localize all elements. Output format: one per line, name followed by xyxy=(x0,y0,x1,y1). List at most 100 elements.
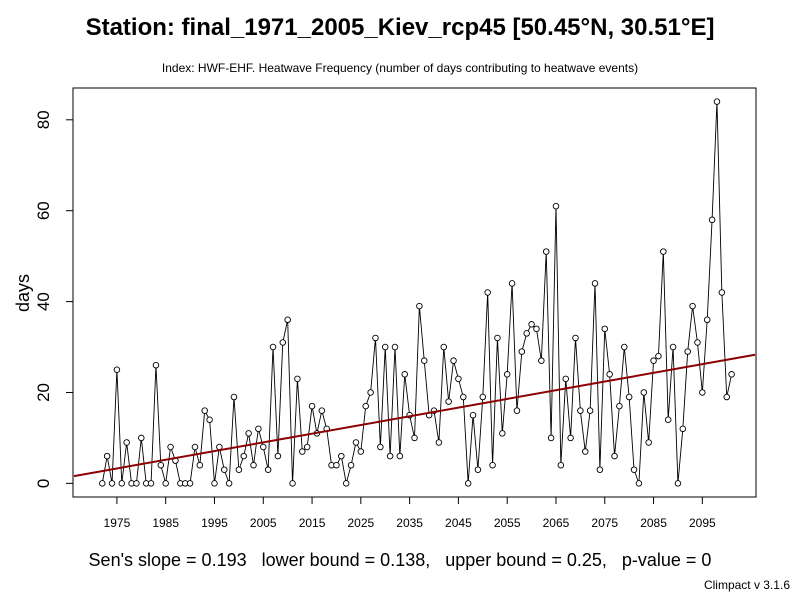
data-point xyxy=(284,316,291,324)
data-point xyxy=(113,366,121,374)
data-point xyxy=(411,434,418,442)
data-point xyxy=(401,371,408,378)
data-point xyxy=(586,407,594,414)
data-point xyxy=(650,357,657,364)
data-point xyxy=(474,466,482,473)
data-point xyxy=(274,452,282,460)
data-point xyxy=(230,393,238,401)
data-point xyxy=(396,452,404,460)
x-tick-label: 2035 xyxy=(396,516,423,530)
data-point xyxy=(572,334,579,342)
data-point xyxy=(728,371,735,378)
data-point xyxy=(606,371,613,378)
data-point xyxy=(479,393,487,401)
data-point xyxy=(196,461,204,469)
data-point xyxy=(464,480,472,487)
data-point xyxy=(342,480,350,487)
data-point xyxy=(660,248,667,255)
trend-line xyxy=(73,353,756,478)
data-point xyxy=(494,334,501,342)
y-tick-label: 40 xyxy=(34,292,53,311)
x-tick-label: 2025 xyxy=(347,516,374,530)
data-point xyxy=(162,480,169,487)
x-tick-label: 1985 xyxy=(152,516,179,530)
data-point xyxy=(269,343,277,351)
data-point xyxy=(684,348,691,355)
data-point xyxy=(362,402,369,410)
data-point xyxy=(299,448,306,455)
data-point xyxy=(294,375,301,383)
data-point xyxy=(718,289,726,296)
data-point xyxy=(206,416,213,423)
data-point xyxy=(103,452,111,460)
data-point xyxy=(679,425,687,433)
sen-slope-summary: Sen's slope = 0.193 lower bound = 0.138,… xyxy=(88,550,712,570)
data-point xyxy=(674,480,682,487)
data-point xyxy=(703,316,711,324)
data-point xyxy=(381,343,389,351)
data-point xyxy=(489,461,496,469)
y-tick-label: 60 xyxy=(34,201,53,220)
x-tick-label: 2095 xyxy=(689,516,716,530)
data-point xyxy=(250,461,257,469)
data-point xyxy=(503,371,511,378)
data-point xyxy=(421,357,428,364)
y-axis-title: days xyxy=(13,274,33,312)
data-point xyxy=(689,302,696,310)
data-point xyxy=(655,352,662,360)
data-point xyxy=(601,325,609,333)
data-point xyxy=(630,466,638,473)
data-point xyxy=(391,343,399,351)
data-point xyxy=(191,443,199,451)
data-point xyxy=(469,411,477,419)
data-point xyxy=(557,461,565,469)
data-point xyxy=(596,466,604,473)
data-point xyxy=(694,339,701,346)
data-point xyxy=(157,461,165,469)
data-point xyxy=(377,443,384,451)
data-point xyxy=(235,466,243,473)
data-point xyxy=(245,430,252,437)
x-tick-label: 2045 xyxy=(445,516,472,530)
data-point xyxy=(357,448,365,455)
data-point xyxy=(108,480,116,487)
data-point xyxy=(416,302,423,310)
x-tick-label: 2075 xyxy=(591,516,618,530)
y-tick-label: 80 xyxy=(34,110,53,129)
data-point xyxy=(352,439,360,446)
x-tick-label: 1975 xyxy=(104,516,131,530)
data-point xyxy=(538,357,545,364)
data-point xyxy=(625,393,633,401)
data-point xyxy=(577,407,584,414)
x-tick-label: 2055 xyxy=(494,516,521,530)
data-point xyxy=(523,330,530,337)
software-version: Climpact v 3.1.6 xyxy=(703,578,790,592)
x-tick-label: 2005 xyxy=(250,516,277,530)
data-point xyxy=(255,425,262,433)
data-point xyxy=(460,393,467,401)
data-point xyxy=(435,439,443,446)
data-point xyxy=(484,289,491,296)
data-point xyxy=(669,343,677,351)
data-point xyxy=(138,434,145,442)
data-point xyxy=(518,348,526,355)
data-point xyxy=(640,389,648,396)
data-point xyxy=(567,434,574,442)
data-point xyxy=(508,280,516,287)
data-point xyxy=(723,393,730,401)
data-point xyxy=(542,248,550,255)
data-point xyxy=(264,466,272,473)
data-point xyxy=(645,439,652,446)
data-point xyxy=(699,389,706,396)
data-point xyxy=(347,461,355,469)
data-point xyxy=(499,430,506,437)
data-point xyxy=(318,407,326,414)
data-point xyxy=(440,343,448,351)
data-point xyxy=(279,339,287,346)
data-point xyxy=(338,452,345,460)
data-point xyxy=(450,357,457,364)
data-point xyxy=(611,452,618,460)
data-point xyxy=(455,375,462,383)
x-tick-label: 2015 xyxy=(299,516,326,530)
